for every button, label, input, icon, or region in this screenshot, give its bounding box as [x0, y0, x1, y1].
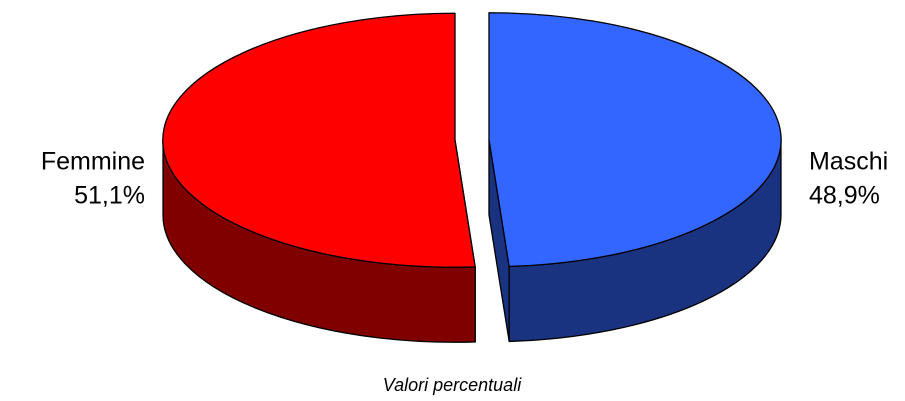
slice-label: Femmine — [41, 148, 145, 176]
caption: Valori percentuali — [383, 375, 522, 395]
slice-label: Maschi — [809, 148, 888, 176]
slice — [162, 12, 476, 268]
value-label: 51,1% — [74, 182, 145, 210]
pie — [162, 12, 782, 343]
value-label: 48,9% — [809, 182, 880, 210]
slice — [488, 12, 782, 268]
